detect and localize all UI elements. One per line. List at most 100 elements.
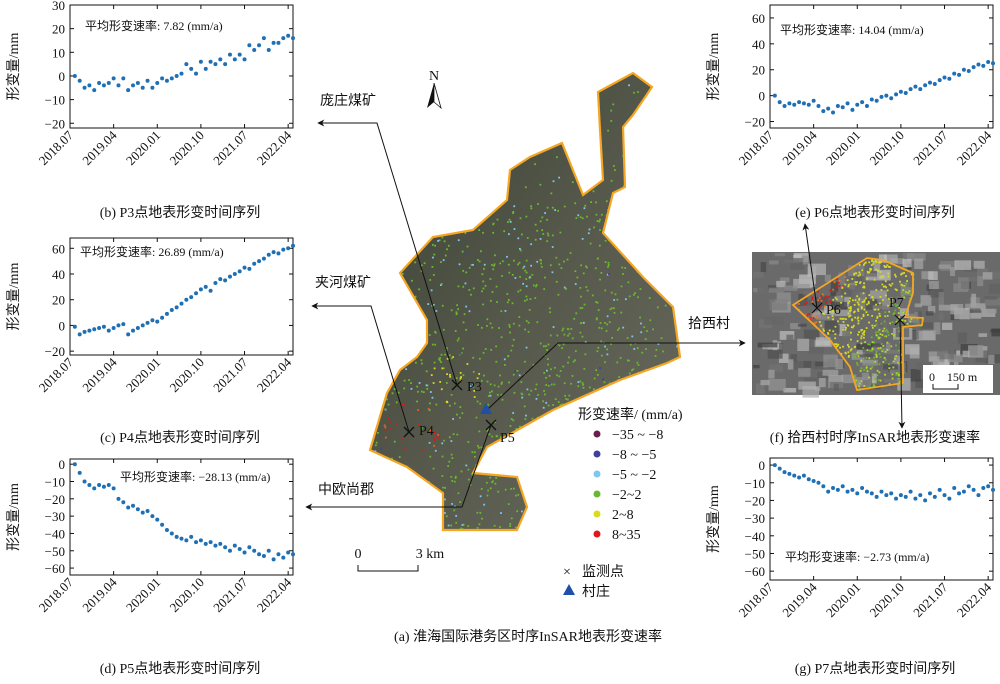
inset-point	[818, 306, 821, 309]
deformation-point	[518, 261, 521, 264]
deformation-point	[461, 524, 464, 526]
data-point	[179, 301, 184, 306]
inset-point	[882, 330, 884, 332]
deformation-point	[435, 310, 438, 312]
inset-point	[856, 353, 859, 356]
data-point	[145, 320, 150, 325]
inset-point	[901, 290, 904, 293]
data-point	[174, 305, 179, 310]
inset-texture-patch	[808, 346, 824, 354]
inset-point	[864, 341, 867, 343]
inset-texture-patch	[786, 334, 794, 341]
deformation-point	[478, 430, 481, 433]
data-point	[860, 100, 865, 105]
svg-text:3 km: 3 km	[416, 547, 445, 562]
inset-point	[862, 292, 865, 295]
deformation-point	[410, 387, 413, 390]
inset-point	[880, 322, 883, 325]
deformation-point	[484, 348, 487, 350]
deformation-point	[525, 295, 528, 298]
deformation-point	[473, 455, 476, 458]
inset-point	[866, 314, 869, 316]
data-point	[869, 491, 874, 496]
deformation-point	[452, 433, 455, 436]
deformation-point	[432, 382, 435, 384]
deformation-point	[519, 247, 521, 250]
inset-texture-patch	[803, 377, 818, 383]
inset-point	[866, 370, 869, 373]
inset-texture-patch	[768, 369, 775, 379]
deformation-point	[543, 389, 545, 392]
deformation-point	[616, 298, 619, 301]
deformation-point	[491, 264, 493, 266]
inset-point	[882, 361, 885, 363]
deformation-point	[568, 394, 571, 397]
deformation-point	[613, 299, 616, 301]
inset-texture-patch	[990, 329, 1000, 333]
deformation-point	[516, 510, 519, 513]
inset-point	[865, 297, 867, 300]
x-tick-label: 2019.04	[779, 127, 820, 168]
village-legend-icon	[563, 584, 575, 595]
inset-point	[898, 316, 901, 319]
inset-caption: (f) 拾西村时序InSAR地表形变速率	[770, 429, 980, 446]
deformation-point	[453, 505, 456, 508]
inset-point	[893, 302, 896, 305]
inset-point	[893, 312, 896, 314]
deformation-point	[448, 436, 451, 439]
inset-point	[903, 296, 905, 299]
deformation-point	[464, 232, 467, 234]
deformation-point	[428, 402, 431, 405]
inset-point	[868, 261, 871, 264]
figure-caption: (a) 淮海国际港务区时序InSAR地表形变速率	[394, 628, 662, 645]
inset-texture-patch	[968, 308, 974, 313]
data-point	[121, 322, 126, 327]
data-point	[155, 517, 160, 522]
deformation-point	[487, 403, 490, 406]
deformation-point	[483, 374, 485, 377]
inset-point	[905, 309, 908, 312]
deformation-point	[443, 240, 446, 243]
deformation-point	[540, 265, 543, 268]
inset-texture-patch	[880, 298, 894, 306]
deformation-point	[489, 322, 492, 325]
deformation-point	[546, 240, 549, 243]
inset-point	[877, 347, 880, 350]
inset-texture-patch	[769, 364, 783, 373]
deformation-point	[528, 276, 531, 279]
inset-texture-patch	[752, 288, 758, 293]
monitor-point-p5: P5	[485, 419, 515, 446]
deformation-point	[644, 338, 647, 341]
deformation-point	[390, 427, 393, 430]
inset-texture-patch	[927, 305, 936, 313]
inset-point	[863, 331, 865, 334]
deformation-point	[596, 220, 599, 222]
inset-point	[884, 373, 886, 376]
deformation-point	[510, 418, 513, 420]
deformation-point	[581, 382, 584, 384]
inset-point	[902, 311, 905, 314]
deformation-point	[479, 402, 482, 405]
deformation-point	[414, 361, 417, 364]
deformation-point	[438, 239, 441, 242]
deformation-point	[547, 343, 550, 346]
inset-point	[898, 374, 900, 377]
deformation-point	[530, 205, 533, 208]
data-point	[855, 491, 860, 496]
inset-point	[889, 284, 892, 287]
inset-point	[878, 302, 881, 305]
inset-texture-patch	[931, 361, 949, 366]
deformation-point	[526, 237, 529, 239]
deformation-point	[453, 509, 456, 512]
deformation-point	[628, 372, 631, 375]
inset-boundary	[791, 257, 925, 392]
deformation-point	[515, 427, 518, 430]
inset-point	[880, 343, 883, 345]
inset-point	[908, 297, 911, 300]
data-point	[291, 243, 295, 248]
deformation-point	[605, 200, 608, 203]
x-tick-label: 2018.07	[36, 574, 77, 615]
data-point	[855, 102, 860, 107]
inset-point	[874, 377, 877, 380]
legend-swatch-icon	[593, 530, 601, 538]
